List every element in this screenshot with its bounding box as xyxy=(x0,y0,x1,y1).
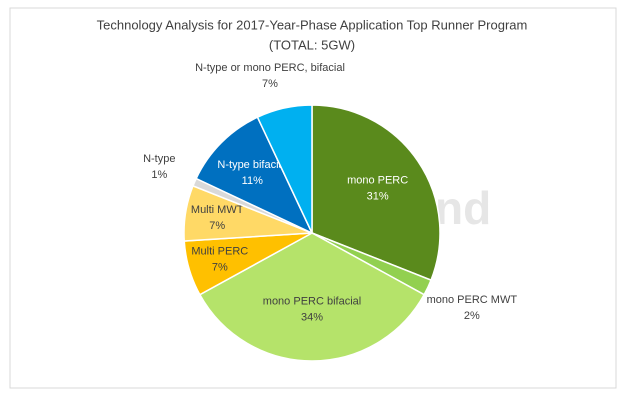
slice-label: N-type or mono PERC, bifacial xyxy=(195,62,345,74)
value-label: 1% xyxy=(151,169,167,181)
value-label: 2% xyxy=(464,310,480,322)
slice-label: mono PERC xyxy=(347,174,408,186)
pie-slice xyxy=(311,104,441,282)
value-label: 7% xyxy=(262,78,278,90)
chart-subtitle: (TOTAL: 5GW) xyxy=(269,37,355,52)
chart-title: Technology Analysis for 2017-Year-Phase … xyxy=(97,17,528,32)
pie-slice xyxy=(195,116,314,235)
value-label: 31% xyxy=(367,190,389,202)
slice-label: N-type xyxy=(143,153,175,165)
slice-label: Multi PERC xyxy=(191,246,248,258)
slice-label: mono PERC MWT xyxy=(427,294,518,306)
pie-slice xyxy=(198,232,426,362)
pie-slice xyxy=(256,104,313,234)
slice-label: N-type bifacial xyxy=(217,159,287,171)
slice-label: mono PERC bifacial xyxy=(263,296,361,308)
value-label: 11% xyxy=(242,175,263,187)
value-label: 7% xyxy=(212,262,228,274)
slice-label: Multi MWT xyxy=(191,204,244,216)
value-label: 7% xyxy=(209,220,225,232)
value-label: 34% xyxy=(301,312,323,324)
